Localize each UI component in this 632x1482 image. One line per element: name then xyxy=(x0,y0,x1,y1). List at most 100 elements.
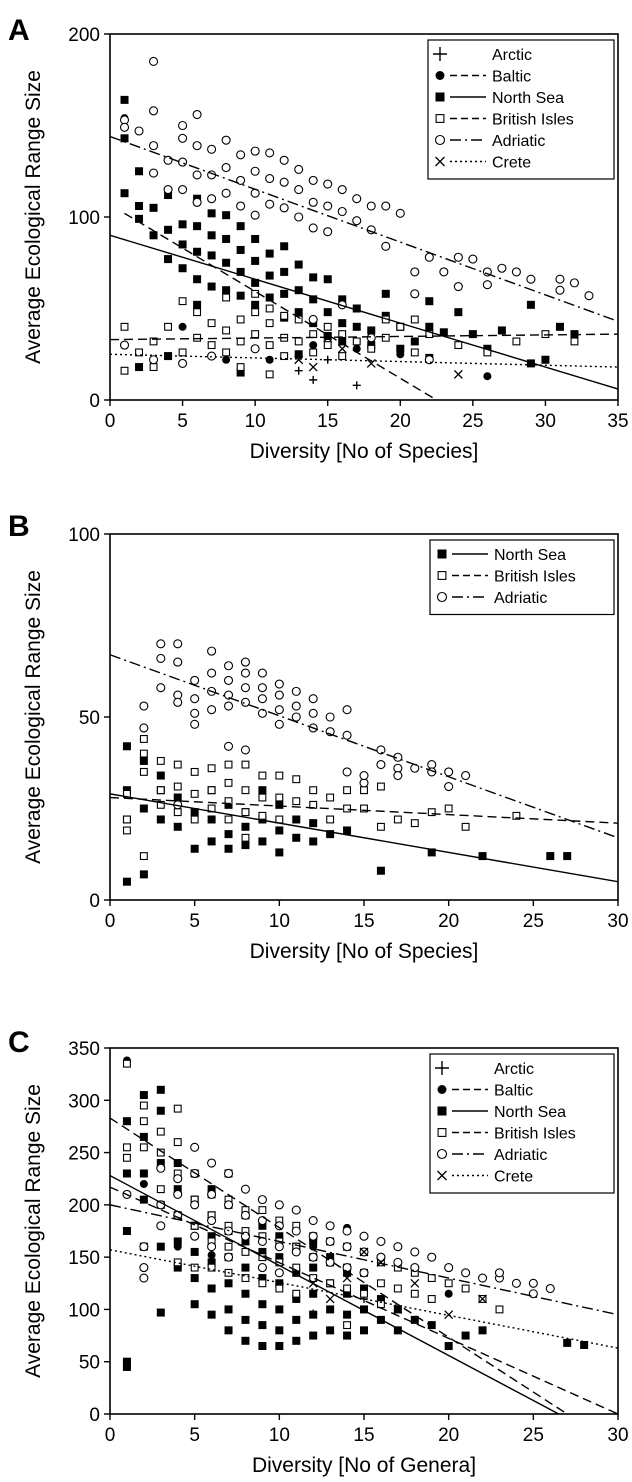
data-point xyxy=(280,289,289,298)
data-point xyxy=(135,202,144,211)
data-point xyxy=(396,344,405,353)
data-point xyxy=(323,308,332,317)
data-point xyxy=(439,328,448,337)
data-point xyxy=(240,697,251,707)
data-point xyxy=(207,1258,216,1267)
data-point xyxy=(139,852,148,861)
y-tick-label: 200 xyxy=(68,25,100,46)
series-north-sea xyxy=(122,742,572,886)
data-point xyxy=(309,1310,318,1319)
data-point xyxy=(156,1106,165,1115)
x-tick-label: 0 xyxy=(105,411,116,432)
x-tick-label: 15 xyxy=(353,911,374,932)
data-point xyxy=(478,1294,487,1304)
data-point xyxy=(139,1195,148,1204)
data-point xyxy=(495,1305,504,1314)
data-point xyxy=(342,1226,352,1236)
data-point xyxy=(265,174,275,184)
data-point xyxy=(376,760,386,770)
data-point xyxy=(190,808,199,817)
data-point xyxy=(425,297,434,306)
data-point xyxy=(207,668,217,678)
data-point xyxy=(173,808,182,817)
data-point xyxy=(222,355,231,364)
data-point xyxy=(308,314,318,325)
data-point xyxy=(258,1221,267,1230)
data-point xyxy=(292,1336,301,1345)
data-point xyxy=(156,786,165,795)
data-point xyxy=(207,251,216,260)
data-point xyxy=(274,719,284,729)
legend-label: Arctic xyxy=(494,1061,534,1078)
data-point xyxy=(444,1310,454,1320)
data-point xyxy=(563,852,572,861)
chart-panel-c: C0 5 10 15 20 25 30050100150200250300350Divers… xyxy=(8,1026,629,1477)
data-point xyxy=(444,1263,454,1273)
data-point xyxy=(139,1263,149,1273)
data-point xyxy=(352,381,361,390)
data-point xyxy=(258,1321,267,1330)
data-point xyxy=(275,815,284,824)
data-point xyxy=(139,870,148,879)
legend-item-british-isles: British Isles xyxy=(437,1126,576,1143)
data-point xyxy=(427,848,436,857)
data-point xyxy=(193,300,202,309)
data-point xyxy=(257,1263,267,1273)
data-point xyxy=(224,1242,233,1251)
data-point xyxy=(291,686,301,696)
data-point xyxy=(122,1362,131,1371)
data-point xyxy=(251,289,260,298)
y-tick-label: 250 xyxy=(68,1144,100,1165)
data-point xyxy=(257,683,267,693)
data-point xyxy=(178,120,188,131)
data-point xyxy=(207,1189,217,1199)
data-point xyxy=(250,344,260,354)
data-point xyxy=(359,771,369,781)
data-point xyxy=(224,1305,233,1314)
data-point xyxy=(135,348,143,357)
data-point xyxy=(257,694,267,704)
legend-label: North Sea xyxy=(494,1104,566,1121)
data-point xyxy=(393,1326,402,1335)
x-axis-label: Diversity [No of Genera] xyxy=(252,1454,476,1477)
data-point xyxy=(425,322,434,331)
legend-box xyxy=(429,1053,615,1194)
data-point xyxy=(221,188,231,198)
data-point xyxy=(251,330,260,339)
legend: North Sea British Isles Adriatic xyxy=(429,539,615,616)
data-point xyxy=(555,322,564,331)
data-point xyxy=(139,1132,148,1141)
data-point xyxy=(291,1247,301,1257)
data-point xyxy=(528,1289,538,1299)
data-point xyxy=(308,223,318,233)
legend-label: British Isles xyxy=(494,569,576,586)
data-point xyxy=(309,1237,318,1246)
data-point xyxy=(250,146,260,156)
data-point xyxy=(274,679,284,689)
fit-line-north-sea xyxy=(110,234,618,390)
panel-letter: C xyxy=(8,1026,30,1059)
data-point xyxy=(193,308,202,317)
data-point xyxy=(461,1268,471,1278)
y-axis-label: Average Ecological Range Size xyxy=(22,570,45,864)
x-tick-label: 5 xyxy=(177,411,188,432)
data-point xyxy=(139,723,149,733)
legend-item-crete: Crete xyxy=(435,155,531,172)
data-point xyxy=(294,337,303,346)
data-point xyxy=(148,168,159,178)
data-point xyxy=(555,274,565,284)
data-point xyxy=(308,175,318,185)
data-point xyxy=(190,1142,200,1152)
data-point xyxy=(156,1163,166,1173)
data-point xyxy=(359,1247,369,1257)
data-point xyxy=(555,285,565,295)
data-point xyxy=(139,1242,149,1252)
data-point xyxy=(241,1274,250,1283)
data-point xyxy=(250,166,260,176)
data-point xyxy=(294,355,304,365)
data-point xyxy=(139,735,148,743)
data-point xyxy=(381,241,391,251)
data-point xyxy=(223,701,234,711)
data-point xyxy=(192,197,202,207)
